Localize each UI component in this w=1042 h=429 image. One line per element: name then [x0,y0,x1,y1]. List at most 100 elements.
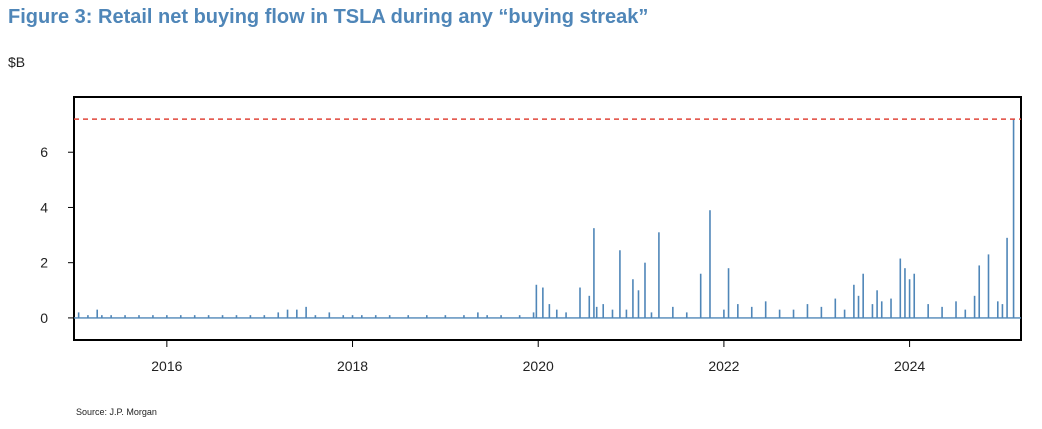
bar [941,306,943,318]
bar [727,268,730,318]
x-tick-label: 2022 [708,358,739,374]
x-tick-label: 2020 [523,358,554,374]
bar [328,312,331,318]
y-tick-label: 6 [40,144,48,160]
bar [619,250,621,318]
bar [77,312,80,318]
bar [595,306,598,318]
bar [1001,304,1004,318]
bar [374,315,377,318]
bar [764,301,767,318]
bar [565,312,567,318]
y-tick-label: 4 [40,199,48,215]
bar [221,315,224,318]
bar [625,309,628,318]
bar [1012,119,1015,318]
bar [535,284,538,318]
bar [853,284,855,318]
bar [314,315,317,318]
bar [407,315,410,318]
bar [588,295,591,318]
bar [101,315,103,318]
bar [904,268,906,318]
bar [862,273,864,318]
bar [351,315,354,318]
bar [778,309,781,318]
y-tick-label: 2 [40,255,48,271]
bar [637,290,640,318]
bar [296,309,298,318]
bar [548,304,551,318]
bar [138,315,140,318]
bar [899,258,902,318]
y-axis-ticks: 0 2 4 6 [40,144,74,326]
bar [955,301,957,318]
bar [193,315,196,318]
bar [87,315,89,318]
bar [388,315,391,318]
x-tick-label: 2018 [337,358,368,374]
bar [913,273,916,318]
source-note: Source: J.P. Morgan [76,407,157,417]
unit-label: $B [8,54,26,70]
bar [555,309,558,318]
bar [857,295,860,318]
figure-title: Figure 3: Retail net buying flow in TSLA… [8,6,649,28]
bar [820,306,823,318]
bar [908,279,911,318]
bar [973,295,976,318]
bar [996,301,999,318]
bar [658,232,660,318]
bar [542,287,544,318]
bar [463,315,465,318]
bar [342,315,345,318]
y-tick-label: 0 [40,310,48,326]
bar [871,304,874,318]
bar [486,315,488,318]
bar [305,306,307,318]
bar [672,306,674,318]
x-tick-label: 2016 [151,358,182,374]
bar [444,315,447,318]
bar [532,312,535,318]
x-axis-ticks: 2016 2018 2020 2022 2024 [151,340,925,374]
x-tick-label: 2024 [894,358,925,374]
bar [361,315,363,318]
bar [602,304,605,318]
bar [806,304,809,318]
bar [500,315,502,318]
bar [179,315,182,318]
bar [110,315,112,318]
bar [593,228,595,318]
bar [286,309,289,318]
bar [477,312,479,318]
bar [579,287,581,318]
bar [890,298,892,318]
bar [709,210,711,318]
bar [723,309,725,318]
bar [685,312,688,318]
bar [792,309,795,318]
bar [880,301,883,318]
bar [876,290,878,318]
bar [1006,237,1008,318]
bar [927,304,929,318]
bar [96,309,99,318]
bar [426,315,428,318]
bar [699,273,702,318]
bar [650,312,653,318]
bar [277,312,280,318]
bar [978,265,981,318]
bar [249,315,252,318]
bar [207,315,210,318]
bar [964,309,967,318]
bar [987,254,990,318]
bar [166,315,168,318]
bar [843,309,846,318]
bar [263,315,266,318]
bar-group [74,119,1021,319]
bar [518,315,521,318]
bar [235,315,238,318]
bar [644,262,646,318]
bar [611,309,614,318]
